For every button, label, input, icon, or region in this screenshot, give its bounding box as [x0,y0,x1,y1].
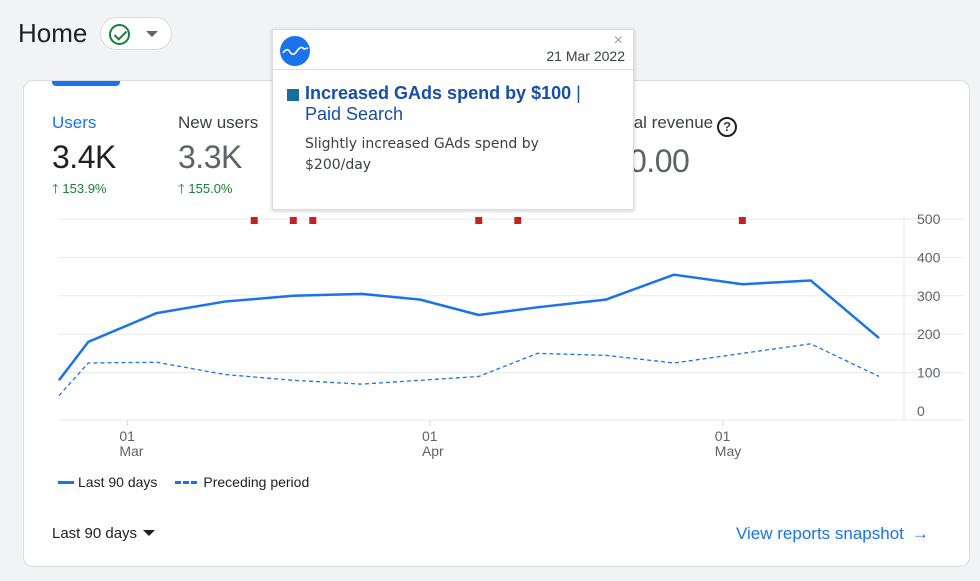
arrow-up-icon: 🡑 [178,181,185,196]
chevron-down-icon [143,530,156,536]
arrow-right-icon: → [911,524,929,543]
y-tick-label: 300 [917,288,941,304]
y-tick-label: 400 [917,249,941,265]
chevron-down-icon [146,31,158,37]
date-range-label: Last 90 days [52,525,138,542]
metric-value: 0.00 [629,143,690,179]
y-tick-label: 100 [917,365,941,381]
annotation-tooltip: × 21 Mar 2022 Increased GAds spend by $1… [272,29,634,210]
metric-label: New users [178,113,259,132]
annotation-marker [309,217,317,224]
series-line-current [58,273,880,382]
y-tick-label: 500 [917,211,941,227]
y-tick-label: 200 [917,326,941,342]
tooltip-header: × 21 Mar 2022 [273,30,633,70]
close-icon[interactable]: × [613,32,623,49]
check-circle-icon [109,24,130,45]
arrow-up-icon: 🡑 [52,181,59,196]
tooltip-date: 21 Mar 2022 [546,48,625,64]
metric-value: 3.4K [52,139,116,175]
y-tick-label: 0 [917,403,925,419]
help-icon[interactable]: ? [717,117,738,137]
x-tick-day: 01 [715,428,731,444]
chart-legend: Last 90 days Preceding period [58,474,309,490]
metric-change: 🡑 155.0% [178,181,233,196]
x-tick-day: 01 [119,428,135,444]
series-line-previous [58,343,880,397]
annotation-marker [475,217,483,224]
annotation-marker [289,217,297,224]
tooltip-title: Increased GAds spend by $100 | Paid Sear… [305,83,581,124]
tooltip-description: Slightly increased GAds spend by $200/da… [305,136,539,173]
legend-dashed-swatch [175,480,198,484]
annotation-marker [514,217,522,224]
annotation-marker [738,217,746,224]
metric-users[interactable]: Users 3.4K 🡑 153.9% [52,113,116,202]
page-title: Home [18,18,88,48]
tab-indicator [52,81,120,86]
annotation-marker [250,217,258,224]
legend-previous: Preceding period [203,474,310,490]
x-tick-month: Mar [119,443,143,459]
x-tick-day: 01 [422,428,438,444]
legend-solid-swatch [58,480,74,484]
metric-label: Users [52,113,97,132]
metric-value: 3.3K [178,139,242,175]
date-range-select[interactable]: Last 90 days [52,525,156,542]
metric-new-users[interactable]: New users 3.3K 🡑 155.0% [178,113,258,202]
x-tick-month: Apr [422,443,444,459]
x-tick-month: May [715,443,741,459]
annotation-color-swatch [287,89,299,101]
legend-current: Last 90 days [78,474,158,490]
view-reports-link[interactable]: View reports snapshot → [736,524,929,544]
analytics-logo-icon [280,36,310,66]
view-reports-label: View reports snapshot [736,524,904,543]
metric-label: tal revenue? [629,113,738,137]
metric-change: 🡑 153.9% [52,181,107,196]
status-dropdown[interactable] [100,17,172,50]
metric-total-revenue[interactable]: tal revenue? 0.00 [629,113,738,180]
